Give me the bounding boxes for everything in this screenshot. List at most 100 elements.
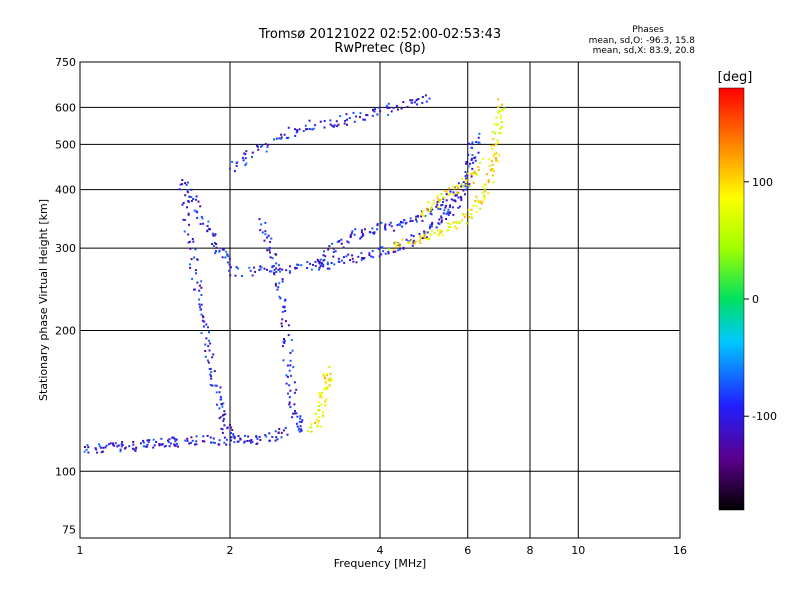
echo-point — [269, 251, 271, 254]
echo-point — [345, 113, 348, 116]
echo-point — [173, 443, 176, 446]
y-ticks: 75 100 200 300 400 500 600 750 — [55, 56, 76, 537]
echo-point — [273, 138, 275, 141]
echo-point — [248, 266, 251, 269]
echo-point — [450, 198, 453, 201]
echo-point — [183, 230, 186, 233]
echo-point — [430, 204, 433, 207]
echo-point — [206, 229, 209, 232]
echo-point — [179, 183, 182, 186]
echo-point — [219, 416, 222, 418]
echo-point — [294, 412, 296, 415]
echo-point — [379, 246, 382, 249]
echo-point — [494, 132, 496, 135]
echo-point — [320, 262, 323, 264]
echo-point — [388, 248, 390, 251]
echo-point — [337, 260, 340, 263]
echo-point — [192, 198, 195, 200]
echo-point — [468, 183, 471, 186]
echo-point — [440, 192, 443, 195]
echo-point — [472, 181, 475, 184]
echo-point — [274, 439, 277, 442]
echo-point — [203, 320, 206, 323]
echo-point — [417, 98, 420, 100]
echo-point — [189, 263, 191, 266]
echo-point — [448, 205, 451, 208]
echo-point — [443, 209, 446, 212]
echo-point — [464, 171, 467, 173]
echo-point — [444, 206, 447, 209]
echo-point — [453, 193, 455, 196]
echo-point — [317, 419, 320, 422]
echo-point — [499, 131, 502, 134]
echo-point — [287, 136, 290, 139]
echo-point — [479, 161, 482, 164]
echo-point — [104, 446, 107, 449]
echo-point — [437, 234, 440, 237]
echo-point — [278, 267, 281, 270]
echo-point — [332, 255, 335, 258]
echo-point — [496, 160, 499, 163]
echo-point — [371, 250, 374, 252]
echo-point — [279, 297, 282, 300]
echo-point — [218, 417, 221, 420]
echo-point — [270, 237, 273, 240]
echo-point — [445, 199, 448, 202]
echo-point — [287, 334, 290, 337]
echo-point — [402, 101, 405, 104]
echo-point — [431, 208, 434, 211]
echo-point — [268, 432, 271, 435]
echo-point — [447, 226, 450, 229]
echo-point — [215, 391, 218, 394]
echo-point — [364, 118, 366, 121]
echo-point — [388, 106, 391, 109]
echo-point — [258, 435, 261, 438]
echo-point — [335, 120, 338, 123]
echo-point — [457, 191, 460, 194]
echo-point — [209, 383, 212, 386]
x-tick-label: 4 — [377, 544, 384, 557]
echo-point — [331, 242, 334, 245]
echo-point — [464, 213, 467, 216]
echo-point — [209, 436, 212, 439]
echo-point — [182, 218, 185, 221]
echo-point — [264, 143, 267, 146]
echo-point — [318, 266, 321, 269]
echo-point — [120, 443, 123, 446]
echo-point — [309, 426, 312, 428]
echo-point — [291, 349, 294, 352]
echo-point — [319, 425, 322, 428]
echo-point — [306, 261, 309, 263]
echo-point — [499, 114, 502, 117]
echo-point — [442, 212, 445, 215]
echo-point — [426, 231, 429, 234]
echo-point — [389, 221, 392, 224]
echo-point — [435, 226, 438, 229]
echo-point — [211, 384, 214, 387]
echo-point — [287, 126, 290, 129]
echo-point — [231, 429, 234, 431]
echo-point — [499, 127, 502, 130]
y-tick-label: 100 — [55, 465, 76, 478]
echo-point — [348, 117, 351, 119]
echo-point — [208, 349, 211, 352]
echo-point — [410, 234, 413, 237]
echo-point — [393, 242, 396, 245]
echo-point — [135, 447, 137, 450]
echo-point — [163, 445, 166, 448]
echo-point — [296, 263, 299, 266]
echo-point — [214, 233, 217, 236]
echo-point — [181, 179, 184, 181]
echo-point — [453, 187, 456, 190]
echo-point — [198, 289, 201, 292]
echo-point — [296, 415, 299, 418]
echo-point — [366, 114, 369, 117]
echo-point — [168, 445, 171, 448]
echo-point — [135, 446, 138, 449]
echo-point — [108, 443, 110, 446]
stats-x-mode: mean, sd,X: 83.9, 20.8 — [593, 46, 696, 56]
echo-point — [218, 407, 221, 410]
echo-point — [463, 216, 466, 219]
echo-point — [282, 340, 285, 343]
x-tick-label: 8 — [527, 544, 534, 557]
